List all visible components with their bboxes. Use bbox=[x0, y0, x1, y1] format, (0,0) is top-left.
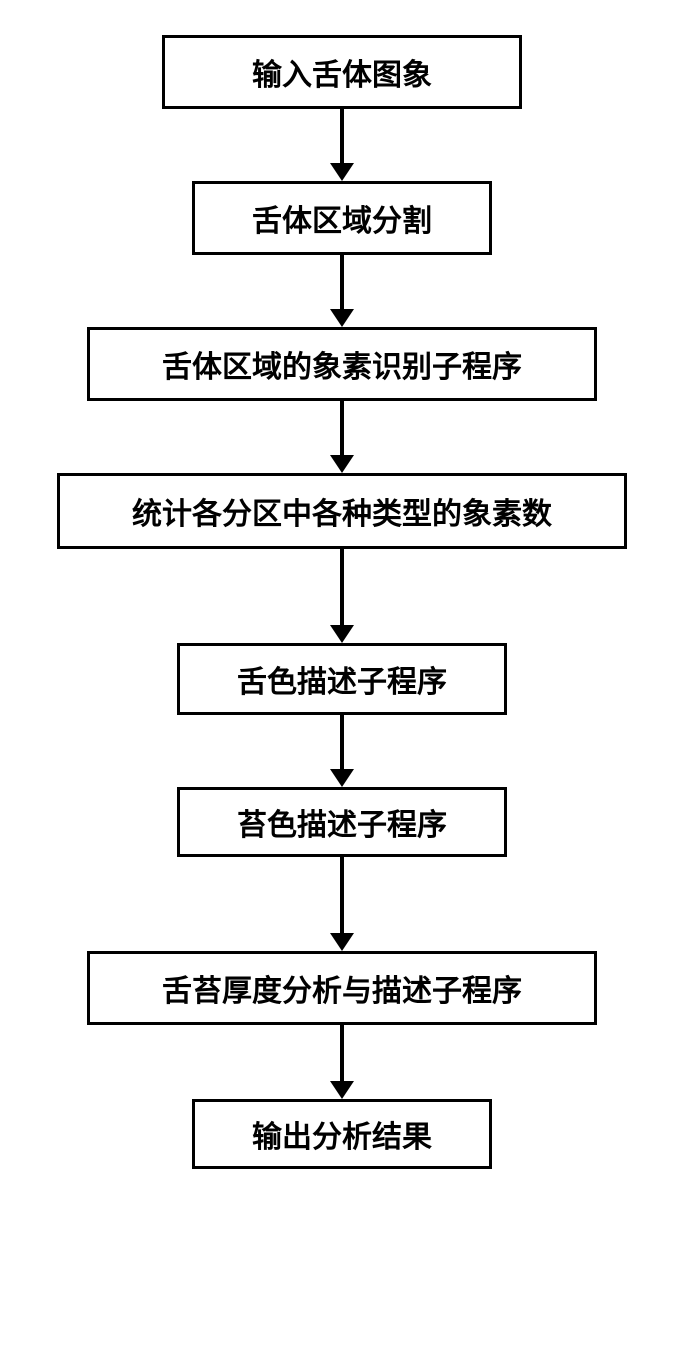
flow-node-input: 输入舌体图象 bbox=[162, 35, 522, 109]
arrow-line bbox=[340, 401, 344, 455]
node-label: 舌色描述子程序 bbox=[237, 657, 447, 701]
flowchart-container: 输入舌体图象 舌体区域分割 舌体区域的象素识别子程序 统计各分区中各种类型的象素… bbox=[0, 35, 684, 1169]
node-label: 舌苔厚度分析与描述子程序 bbox=[162, 966, 522, 1010]
flow-arrow bbox=[330, 401, 354, 473]
arrow-head-icon bbox=[330, 769, 354, 787]
flow-node-count-pixels: 统计各分区中各种类型的象素数 bbox=[57, 473, 627, 549]
arrow-line bbox=[340, 1025, 344, 1081]
arrow-line bbox=[340, 715, 344, 769]
flow-arrow bbox=[330, 1025, 354, 1099]
arrow-line bbox=[340, 255, 344, 309]
flow-node-pixel-recognize: 舌体区域的象素识别子程序 bbox=[87, 327, 597, 401]
arrow-head-icon bbox=[330, 933, 354, 951]
node-label: 舌体区域的象素识别子程序 bbox=[162, 342, 522, 386]
arrow-head-icon bbox=[330, 309, 354, 327]
node-label: 输入舌体图象 bbox=[252, 50, 432, 94]
arrow-head-icon bbox=[330, 1081, 354, 1099]
arrow-head-icon bbox=[330, 625, 354, 643]
flow-node-thickness: 舌苔厚度分析与描述子程序 bbox=[87, 951, 597, 1025]
flow-node-segment: 舌体区域分割 bbox=[192, 181, 492, 255]
arrow-line bbox=[340, 109, 344, 163]
flow-arrow bbox=[330, 857, 354, 951]
arrow-head-icon bbox=[330, 163, 354, 181]
arrow-line bbox=[340, 857, 344, 933]
flow-node-output: 输出分析结果 bbox=[192, 1099, 492, 1169]
node-label: 统计各分区中各种类型的象素数 bbox=[132, 489, 552, 533]
node-label: 舌体区域分割 bbox=[252, 196, 432, 240]
arrow-head-icon bbox=[330, 455, 354, 473]
node-label: 苔色描述子程序 bbox=[237, 800, 447, 844]
flow-arrow bbox=[330, 715, 354, 787]
flow-node-tongue-color: 舌色描述子程序 bbox=[177, 643, 507, 715]
flow-node-coating-color: 苔色描述子程序 bbox=[177, 787, 507, 857]
arrow-line bbox=[340, 549, 344, 625]
flow-arrow bbox=[330, 109, 354, 181]
flow-arrow bbox=[330, 549, 354, 643]
node-label: 输出分析结果 bbox=[252, 1112, 432, 1156]
flow-arrow bbox=[330, 255, 354, 327]
